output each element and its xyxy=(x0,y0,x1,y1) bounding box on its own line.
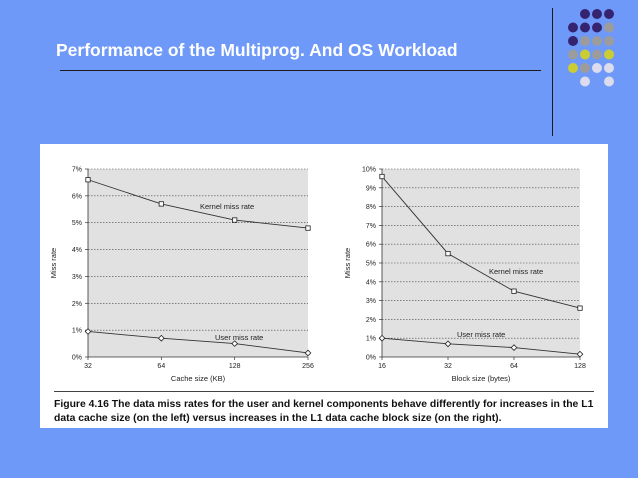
figure-panel: 0% 1% 2% 3% 4% 5% 6% 7% 32 64 128 256 Cache size (KB… xyxy=(40,144,608,428)
data-point-diamond xyxy=(231,340,239,347)
slide-title: Performance of the Multiprog. And OS Wor… xyxy=(56,40,458,60)
series-line xyxy=(87,331,309,354)
y-tick-label: 7% xyxy=(72,167,82,174)
y-tick-label: 2% xyxy=(72,301,82,308)
decor-dot xyxy=(592,36,602,46)
y-tick-label: 6% xyxy=(72,193,82,200)
data-point-square xyxy=(158,201,164,207)
plot-area xyxy=(88,169,308,357)
series-label: Kernel miss rate xyxy=(200,202,254,211)
decor-dot xyxy=(592,9,602,19)
x-tick-label: 32 xyxy=(444,363,452,370)
decor-dot xyxy=(568,49,578,60)
decor-dot xyxy=(580,49,590,60)
data-point-square xyxy=(85,177,91,183)
decor-dot xyxy=(604,76,614,87)
series-line xyxy=(381,337,581,355)
caption-label: Figure 4.16 xyxy=(54,399,109,410)
data-point-diamond xyxy=(157,334,165,342)
chart-block-size: 0% 1% 2% 3% 4% 5% 6% 7% 8% 9% 10% 16 32 64 128 Block si… xyxy=(343,167,586,384)
x-tick-label: 32 xyxy=(84,363,92,370)
data-point-square xyxy=(577,305,583,311)
data-point-square xyxy=(445,251,451,257)
data-point-diamond xyxy=(576,350,584,358)
decor-dot xyxy=(604,9,614,19)
y-tick-label: 2% xyxy=(366,317,376,324)
y-tick-label: 3% xyxy=(366,298,376,305)
decor-dot xyxy=(580,63,590,73)
data-point-square xyxy=(511,288,517,294)
y-tick-label: 4% xyxy=(72,247,82,254)
caption-rule xyxy=(54,391,594,392)
y-tick-label: 3% xyxy=(72,274,82,281)
y-tick-label: 6% xyxy=(366,242,376,249)
decor-dot xyxy=(580,36,590,46)
data-point-square xyxy=(379,173,385,180)
decor-dot xyxy=(580,76,590,87)
data-point-diamond xyxy=(510,344,518,351)
chart-cache-size: 0% 1% 2% 3% 4% 5% 6% 7% 32 64 128 256 Cache size (KB… xyxy=(49,167,314,384)
decor-dot-grid xyxy=(568,9,614,87)
data-point-square xyxy=(305,225,311,231)
decor-dot xyxy=(592,49,602,60)
series-label: User miss rate xyxy=(457,330,505,339)
y-tick-label: 10% xyxy=(362,167,376,174)
x-tick-label: 128 xyxy=(574,363,586,370)
x-tick-label: 64 xyxy=(510,363,518,370)
decor-dot xyxy=(604,49,614,60)
decor-dot xyxy=(604,36,614,46)
decor-dot xyxy=(580,9,590,19)
data-point-diamond xyxy=(444,340,452,348)
figure-caption: Figure 4.16 The data miss rates for the … xyxy=(54,398,599,426)
y-tick-label: 4% xyxy=(366,279,376,286)
y-tick-label: 7% xyxy=(366,223,376,230)
decor-dot xyxy=(592,22,602,33)
y-tick-label: 5% xyxy=(72,220,82,227)
data-point-diamond xyxy=(378,334,386,342)
x-tick-label: 128 xyxy=(229,363,241,370)
y-axis-label: Miss rate xyxy=(343,248,352,278)
x-tick-label: 256 xyxy=(302,363,314,370)
data-point-square xyxy=(232,217,238,223)
decor-dot xyxy=(568,63,578,73)
series-label: User miss rate xyxy=(215,333,263,342)
caption-text: The data miss rates for the user and ker… xyxy=(54,399,594,424)
series-line xyxy=(381,176,581,309)
x-tick-label: 16 xyxy=(378,363,386,370)
y-tick-label: 1% xyxy=(72,328,82,335)
y-tick-label: 9% xyxy=(366,185,376,192)
decor-dot xyxy=(568,36,578,46)
decor-dot xyxy=(580,22,590,33)
y-tick-label: 0% xyxy=(72,355,82,362)
decor-dot xyxy=(568,22,578,33)
data-point-diamond xyxy=(84,328,92,335)
x-axis-label: Block size (bytes) xyxy=(452,374,511,383)
y-axis-label: Miss rate xyxy=(49,248,58,278)
y-tick-label: 1% xyxy=(366,336,376,343)
series-label: Kernel miss rate xyxy=(489,267,543,276)
series-line xyxy=(87,179,309,229)
decor-dot xyxy=(592,63,602,73)
decor-dot xyxy=(604,22,614,33)
y-tick-label: 5% xyxy=(366,261,376,268)
y-tick-label: 8% xyxy=(366,204,376,211)
x-axis-label: Cache size (KB) xyxy=(171,374,226,383)
y-tick-label: 0% xyxy=(366,355,376,362)
title-underline xyxy=(60,70,541,71)
decor-vertical-line xyxy=(552,8,553,136)
data-point-diamond xyxy=(304,349,312,357)
x-tick-label: 64 xyxy=(157,363,165,370)
decor-dot xyxy=(604,63,614,73)
